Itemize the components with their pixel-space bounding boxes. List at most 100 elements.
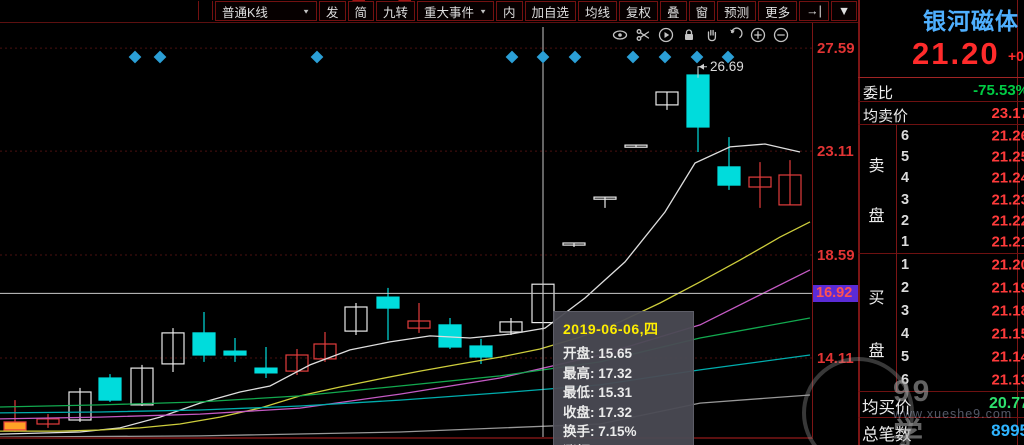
signal-diamond-icon (536, 50, 550, 64)
hand-icon[interactable] (704, 27, 720, 43)
jump-to-latest-button[interactable]: →| (799, 1, 829, 21)
sell-label-char: 卖 (868, 157, 885, 175)
buy-level-row[interactable]: 521.14 (896, 345, 1024, 368)
buy-book: 买盘 121.20221.19321.18421.15521.14621.13 (858, 254, 1024, 391)
level-number: 6 (901, 127, 910, 144)
candle-body (655, 91, 679, 106)
overlay-button[interactable]: 叠 (660, 1, 687, 21)
panel-divider (896, 125, 897, 391)
signal-diamond-icon (505, 50, 519, 64)
toolbar: 普通K线 ▼ 发简九转 重大事件 ▼ 内加自选 均线 复权叠窗预测 更多 →| ▼ (0, 0, 860, 23)
signal-diamond-icon (128, 50, 142, 64)
nine-turn-button[interactable]: 九转 (376, 1, 416, 21)
sell-side-label: 卖盘 (858, 125, 895, 253)
sell-levels: 621.26521.25421.24321.23221.22121.21 (896, 125, 1024, 253)
avg-sell-label: 均卖价 (863, 108, 909, 125)
chevron-down-icon: ▼ (302, 7, 310, 15)
candle-body (98, 377, 122, 401)
toolbar-button-label: 加自选 (531, 5, 570, 20)
forecast-button[interactable]: 预测 (717, 1, 757, 21)
candle-body (778, 174, 802, 206)
toolbar-button-label: 均线 (585, 5, 611, 20)
nei-button[interactable]: 内 (495, 1, 523, 21)
sell-book: 卖盘 621.26521.25421.24321.23221.22121.21 (858, 125, 1024, 253)
sell-level-row[interactable]: 621.26 (896, 125, 1024, 146)
sell-level-row[interactable]: 421.24 (896, 168, 1024, 189)
candle-body (3, 421, 27, 431)
candle-body (344, 306, 368, 332)
panel-divider (858, 417, 1024, 418)
price-axis-label: 27.59 (817, 40, 855, 58)
tooltip-row: 开盘: 15.65 (563, 346, 633, 361)
level-price: 21.13 (991, 371, 1024, 389)
level-price: 21.19 (991, 279, 1024, 297)
toolbar-buttons: 普通K线 ▼ 发简九转 重大事件 ▼ 内加自选 均线 复权叠窗预测 更多 →| ▼ (215, 1, 858, 21)
tooltip-row: 最高: 17.32 (563, 365, 633, 381)
candle-body (562, 242, 586, 246)
crosshair-price-tag: 16.92 (813, 285, 861, 303)
chevron-down-icon: ▼ (479, 7, 487, 15)
adjust-button[interactable]: 复权 (619, 1, 659, 21)
buy-level-row[interactable]: 221.19 (896, 277, 1024, 300)
candle-body (161, 332, 185, 365)
kline-type-select[interactable]: 普通K线 ▼ (215, 1, 317, 21)
sell-level-row[interactable]: 521.25 (896, 146, 1024, 167)
weibi-label: 委比 (863, 85, 894, 102)
play-icon[interactable] (658, 27, 674, 43)
level-price: 21.24 (991, 169, 1024, 187)
candlestick-chart[interactable]: 26.69 (0, 23, 812, 437)
candle-body (254, 367, 278, 374)
level-number: 5 (901, 348, 910, 365)
tooltip-rows: 开盘: 15.65 最高: 17.32 最低: 15.31 收盘: 17.32 换手: … (554, 344, 693, 445)
add-watchlist-button[interactable]: 加自选 (524, 1, 577, 21)
zoom-out-icon[interactable] (773, 27, 789, 43)
weibi-row: 委比 -75.53% (858, 80, 1024, 102)
ma-button[interactable]: 均线 (578, 1, 618, 21)
total-trades-row: 总笔数 8995 (858, 419, 1024, 444)
price-axis-label: 14.11 (817, 349, 854, 367)
avg-buy-row: 均买价 20.77 (858, 392, 1024, 417)
buy-level-row[interactable]: 421.15 (896, 322, 1024, 345)
panel-border (858, 0, 860, 445)
buy-level-row[interactable]: 321.18 (896, 300, 1024, 323)
panel-divider (858, 391, 1024, 392)
candle-body (376, 296, 400, 309)
lock-icon[interactable] (681, 27, 697, 43)
buy-label-char: 买 (868, 289, 885, 307)
sell-level-row[interactable]: 121.21 (896, 232, 1024, 253)
jian-button[interactable]: 简 (347, 1, 375, 21)
level-price: 21.15 (991, 325, 1024, 343)
price-axis-label: 18.59 (817, 247, 855, 264)
sell-level-row[interactable]: 321.23 (896, 189, 1024, 210)
sell-level-row[interactable]: 221.22 (896, 210, 1024, 231)
fa-button[interactable]: 发 (319, 1, 346, 21)
candle-body (624, 144, 648, 148)
major-events-select[interactable]: 重大事件 ▼ (417, 1, 494, 21)
sell-label-char: 盘 (868, 208, 885, 226)
high-price-label: 26.69 (710, 59, 744, 74)
signal-diamond-icon (626, 50, 640, 64)
stock-name: 银河磁体 (923, 8, 1019, 34)
scissors-icon[interactable] (635, 27, 651, 43)
candle-body (130, 367, 154, 406)
more-button[interactable]: 更多 (758, 1, 798, 21)
price-axis-label: 23.11 (817, 143, 854, 161)
zoom-in-icon[interactable] (750, 27, 766, 43)
chart-area[interactable]: 26.69 (0, 23, 812, 437)
toolbar-button-label: 预测 (724, 5, 750, 20)
eye-icon[interactable] (612, 27, 628, 43)
level-number: 4 (901, 325, 910, 342)
level-number: 2 (901, 280, 910, 297)
buy-level-row[interactable]: 121.20 (896, 254, 1024, 277)
toolbar-button-label: →| (806, 4, 822, 18)
signal-diamond-icon (568, 50, 582, 64)
undo-icon[interactable] (727, 27, 743, 43)
level-number: 3 (901, 303, 910, 320)
window-button[interactable]: 窗 (688, 1, 716, 21)
collapse-button[interactable]: ▼ (830, 1, 858, 21)
avg-buy-label: 均买价 (862, 399, 912, 417)
ma-gray (0, 394, 811, 437)
buy-level-row[interactable]: 621.13 (896, 368, 1024, 391)
candle-body (593, 196, 617, 200)
panel-divider (858, 77, 1024, 78)
